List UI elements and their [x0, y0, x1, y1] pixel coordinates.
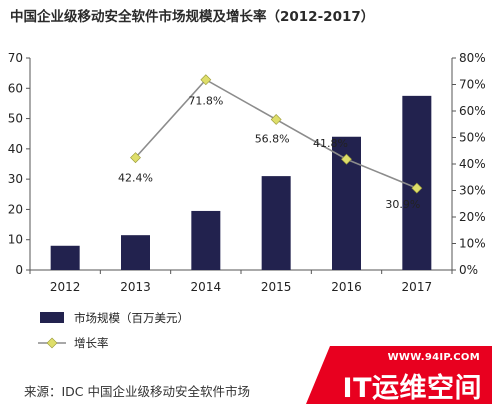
right-tick-label: 0% [459, 263, 478, 277]
growth-label-2014: 71.8% [188, 95, 223, 108]
growth-label-2016: 41.8% [313, 137, 348, 150]
x-tick-label: 2014 [191, 280, 222, 294]
growth-point-2014 [200, 74, 212, 86]
left-tick-label: 30 [8, 172, 23, 186]
right-tick-label: 10% [459, 237, 486, 251]
left-tick-label: 60 [8, 81, 23, 95]
x-tick-label: 2013 [120, 280, 151, 294]
x-tick-label: 2015 [261, 280, 292, 294]
left-tick-label: 40 [8, 142, 23, 156]
left-tick-label: 0 [15, 263, 23, 277]
left-tick-label: 10 [8, 233, 23, 247]
legend-swatch-bar [40, 312, 64, 323]
legend-swatch-marker [46, 337, 58, 349]
x-tick-label: 2012 [50, 280, 81, 294]
bar-2015 [261, 176, 291, 270]
watermark: WWW.94IP.COM IT运维空间 [306, 346, 492, 404]
legend-label-bar: 市场规模（百万美元） [74, 311, 189, 325]
right-tick-label: 40% [459, 157, 486, 171]
right-tick-label: 80% [459, 51, 486, 65]
bar-2013 [121, 235, 150, 270]
watermark-url: WWW.94IP.COM [387, 352, 480, 363]
growth-label-2013: 42.4% [118, 172, 153, 185]
growth-label-2017: 30.9% [385, 198, 420, 211]
source-note: 来源：IDC 中国企业级移动安全软件市场 [24, 384, 251, 399]
growth-point-2015 [270, 114, 282, 125]
left-tick-label: 20 [8, 202, 23, 216]
bar-2012 [50, 245, 80, 270]
growth-line-group: 42.4% 71.8% 56.8% 41.8% 30.9% [118, 74, 423, 211]
right-tick-label: 20% [459, 210, 486, 224]
bars-group [50, 95, 432, 270]
left-tick-label: 50 [8, 112, 23, 126]
x-tick-label: 2017 [402, 280, 433, 294]
growth-point-2016 [341, 153, 352, 165]
legend-label-line: 增长率 [74, 336, 109, 350]
axes: 0 10 20 30 40 50 60 70 0% 10% 20% 30% 40% 50% 60% 70% 80… [8, 51, 486, 294]
watermark-text: IT运维空间 [342, 373, 482, 404]
growth-label-2015: 56.8% [255, 132, 290, 145]
right-tick-label: 70% [459, 78, 486, 92]
chart-title: 中国企业级移动安全软件市场规模及增长率（2012-2017） [10, 9, 375, 25]
bar-2014 [191, 210, 221, 270]
x-tick-label: 2016 [331, 280, 362, 294]
right-tick-label: 50% [459, 131, 486, 145]
left-tick-label: 70 [8, 51, 23, 65]
growth-point-2013 [130, 152, 141, 164]
right-tick-label: 60% [459, 104, 486, 118]
right-tick-label: 30% [459, 184, 486, 198]
legend: 市场规模（百万美元） 增长率 [38, 311, 189, 350]
growth-point-2017 [411, 182, 423, 194]
